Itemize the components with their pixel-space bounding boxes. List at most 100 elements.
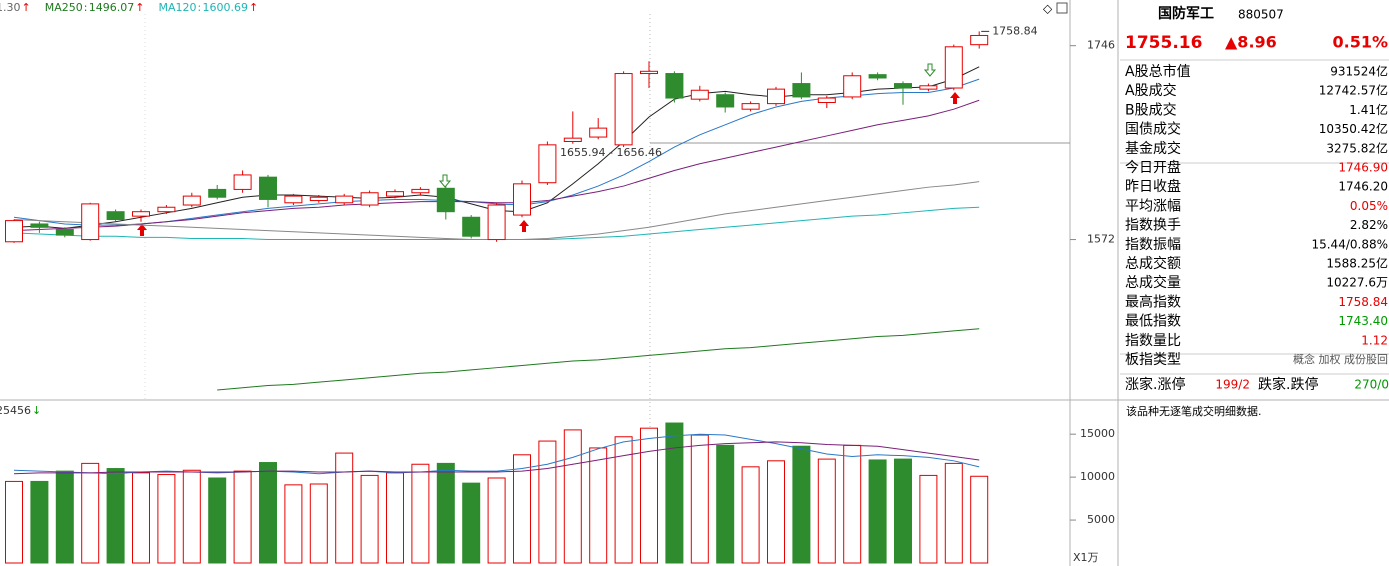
icon-window[interactable] [1056,2,1068,14]
sell-signal [438,174,452,188]
volume-bar [868,459,887,564]
row-value: 15.44/0.88% [1311,237,1388,251]
legend-value: 1496.07 [89,1,135,14]
candle-body [614,73,633,146]
volume-bar [919,474,938,564]
breadth-down-label: 跌家.跌停 [1258,376,1318,393]
volume-bar [284,484,303,564]
volume-bar [233,470,252,564]
volume-bar [132,472,150,564]
volume-bar [538,440,557,564]
legend-value: 1600.69 [202,1,248,14]
row-label: 板指类型 [1125,352,1181,368]
candle-body [919,85,938,90]
volume-bar [462,482,481,564]
candle-body [30,223,49,228]
volume-bar [792,445,811,564]
volume-bar [55,470,74,564]
icon-diamond[interactable]: ◇ [1043,2,1053,16]
row-label: A股成交 [1125,82,1177,99]
volume-bar [182,469,201,564]
y-tick-label: 15000 [1080,427,1115,440]
row-label: 最低指数 [1125,314,1181,330]
volume-bar [335,452,354,564]
row-label: B股成交 [1125,101,1177,118]
row-value: 1588.25亿 [1326,256,1388,271]
row-value: 931524亿 [1330,64,1388,79]
row-label: 指数振幅 [1125,237,1181,253]
annotation: 1655.94 - 1656.46 [560,146,662,159]
y-tick-label: 5000 [1087,513,1115,526]
breadth-up-value: 199/2 [1215,378,1250,392]
volume-bar [487,477,506,564]
candle-body [716,94,735,108]
candle-body [563,137,582,143]
legend-trend: ↑ [249,1,258,14]
candle-body [55,229,74,236]
last-price: 1755.16 [1125,33,1202,53]
volume-bar [5,480,23,564]
y-tick-label: 1572 [1087,233,1115,246]
price-change: ▲8.96 [1225,33,1277,52]
y-tick-label: 1746 [1087,39,1115,52]
legend-name: MA120 [158,1,196,14]
candle-body [868,74,887,79]
candle-body [487,204,506,241]
volume-bar [843,444,862,564]
index-name: 国防军工 [1158,5,1214,22]
annotation: 1758.84 [992,24,1037,37]
volume-bar [563,429,582,564]
candle-body [259,176,277,200]
row-label: A股总市值 [1125,63,1191,80]
candle-body [792,83,811,98]
volume-bar [640,427,658,564]
volume-bar [817,458,836,564]
volume-bar [30,480,49,564]
volume-legend: 25456 [0,404,31,417]
y-tick-label: 10000 [1080,470,1115,483]
candle-body [513,183,531,216]
row-label: 指数换手 [1125,217,1181,234]
volume-bar [665,422,684,564]
row-label: 最高指数 [1125,293,1181,310]
candle-body [767,88,785,105]
candle-body [157,206,176,213]
candle-body [309,196,328,202]
unit-label: X1万 [1073,551,1099,564]
sell-signal [923,63,937,77]
volume-bar [259,462,277,564]
candle-body [386,191,404,197]
row-value: 1.41亿 [1349,102,1388,117]
row-label: 平均涨幅 [1125,198,1181,214]
trade-note: 该品种无逐笔成交明细数据. [1126,404,1262,418]
volume-bar [386,472,404,564]
legend-trend: ↑ [135,1,144,14]
row-value: 概念 加权 成份股回 [1293,352,1388,366]
candle-body [208,188,227,198]
candle-body [640,70,658,75]
volume-bar [944,462,963,564]
candle-body [538,144,557,184]
breadth-down-value: 270/0 [1354,378,1389,392]
candle-body [462,216,481,237]
row-value: 0.05% [1350,199,1388,213]
row-label: 今日开盘 [1125,159,1181,176]
volume-bar [436,462,455,564]
volume-bar [741,466,760,564]
legend-sep: : [84,1,88,14]
candle-body [817,97,836,104]
row-label: 国债成交 [1125,121,1181,138]
volume-bar [690,434,709,564]
buy-signal [137,224,147,236]
candle-body [944,46,963,89]
row-label: 总成交量 [1125,274,1181,291]
candle-body [741,103,760,110]
candle-body [690,89,709,100]
legend-name: MA250 [45,1,83,14]
volume-bar [894,458,912,564]
breadth-up-label: 涨家.涨停 [1125,376,1185,393]
candle-body [335,195,354,204]
row-value: 10350.42亿 [1319,121,1388,136]
pct-change: 0.51% [1332,33,1388,52]
